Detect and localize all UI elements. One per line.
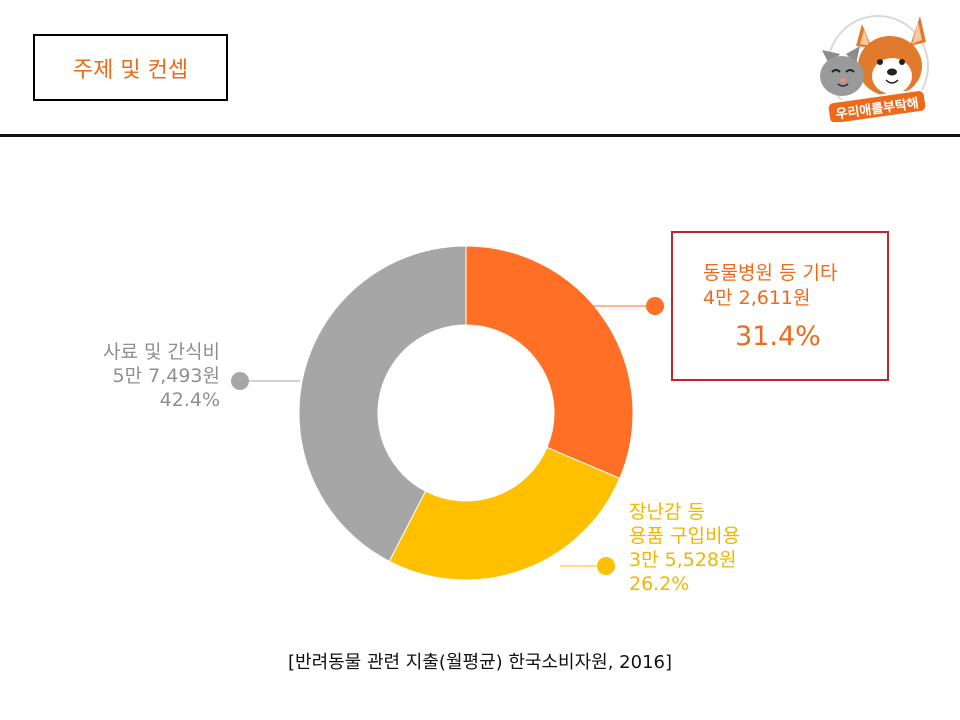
- food-name: 사료 및 간식비: [103, 341, 220, 363]
- hospital-percent: 31.4%: [735, 321, 821, 352]
- page-title: 주제 및 컨셉: [72, 57, 189, 83]
- hospital-name: 동물병원 등 기타: [703, 262, 838, 284]
- toys-name-1: 장난감 등: [629, 501, 705, 523]
- food-amount: 5만 7,493원: [112, 365, 220, 387]
- label-food: 사료 및 간식비 5만 7,493원 42.4%: [103, 340, 220, 412]
- leader-toys-dot: [597, 557, 615, 575]
- toys-percent: 26.2%: [629, 573, 690, 595]
- slice-toys: [388, 446, 621, 581]
- leader-hospital-dot: [646, 297, 664, 315]
- header-divider: [0, 134, 960, 137]
- slice-food: [298, 245, 467, 562]
- chart-source: [반려동물 관련 지출(월평균) 한국소비자원, 2016]: [287, 652, 673, 673]
- pet-logo: 우리애를부탁해: [820, 15, 929, 122]
- toys-name-2: 용품 구입비용: [629, 525, 740, 547]
- leader-food-dot: [231, 372, 249, 390]
- food-percent: 42.4%: [159, 389, 220, 411]
- slice-hospital: [465, 245, 634, 480]
- label-toys: 장난감 등 용품 구입비용 3만 5,528원 26.2%: [629, 500, 740, 596]
- hospital-amount: 4만 2,611원: [703, 287, 811, 309]
- hospital-callout-box: 동물병원 등 기타 4만 2,611원 31.4%: [671, 231, 889, 381]
- topic-title-box: 주제 및 컨셉: [33, 34, 228, 101]
- toys-amount: 3만 5,528원: [629, 549, 737, 571]
